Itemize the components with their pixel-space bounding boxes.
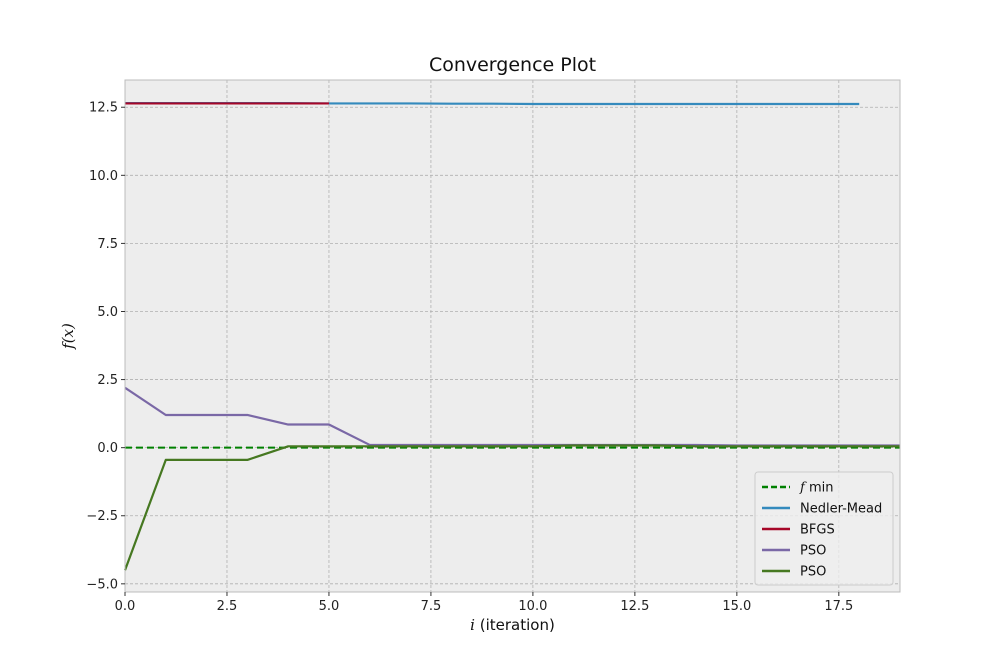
x-axis-label-math: i (470, 616, 475, 634)
y-tick-label: 0.0 (97, 441, 118, 456)
x-tick-label: 7.5 (421, 599, 442, 614)
legend-label: BFGS (800, 523, 835, 538)
x-tick-label: 2.5 (217, 599, 238, 614)
series-layer (123, 102, 900, 571)
x-tick-label: 0.0 (115, 599, 136, 614)
legend-label: PSO (800, 565, 826, 580)
y-tick-label: −2.5 (86, 509, 118, 524)
chart-title: Convergence Plot (429, 54, 596, 76)
series-line-3 (123, 444, 900, 571)
legend-label-math: f (799, 481, 807, 496)
x-axis-ticks: 0.0 2.5 5.0 7.5 10.0 12.5 15.0 17.5 (115, 592, 853, 614)
y-tick-label: 5.0 (97, 305, 118, 320)
plot-frame (124, 79, 901, 593)
x-tick-label: 12.5 (620, 599, 649, 614)
legend-box (754, 471, 894, 586)
x-tick-label: 17.5 (824, 599, 853, 614)
y-tick-label: 7.5 (97, 237, 118, 252)
legend: f min Nedler-Mead BFGS PSO PSO (754, 471, 894, 586)
legend-label-text: min (805, 481, 834, 496)
y-tick-label: 10.0 (89, 169, 118, 184)
y-tick-label: 2.5 (97, 373, 118, 388)
x-tick-label: 5.0 (319, 599, 340, 614)
x-axis-label-text: (iteration) (475, 616, 555, 634)
legend-label: Nedler-Mead (800, 502, 882, 517)
y-axis-ticks: −5.0 −2.5 0.0 2.5 5.0 7.5 10.0 12.5 (86, 101, 125, 592)
x-tick-label: 15.0 (722, 599, 751, 614)
legend-label: f min (799, 481, 833, 496)
x-axis-label: i (iteration) (470, 616, 555, 634)
legend-label: PSO (800, 544, 826, 559)
y-tick-label: −5.0 (86, 577, 118, 592)
x-tick-label: 10.0 (518, 599, 547, 614)
y-tick-label: 12.5 (89, 101, 118, 116)
y-axis-label: f(x) (59, 323, 77, 350)
